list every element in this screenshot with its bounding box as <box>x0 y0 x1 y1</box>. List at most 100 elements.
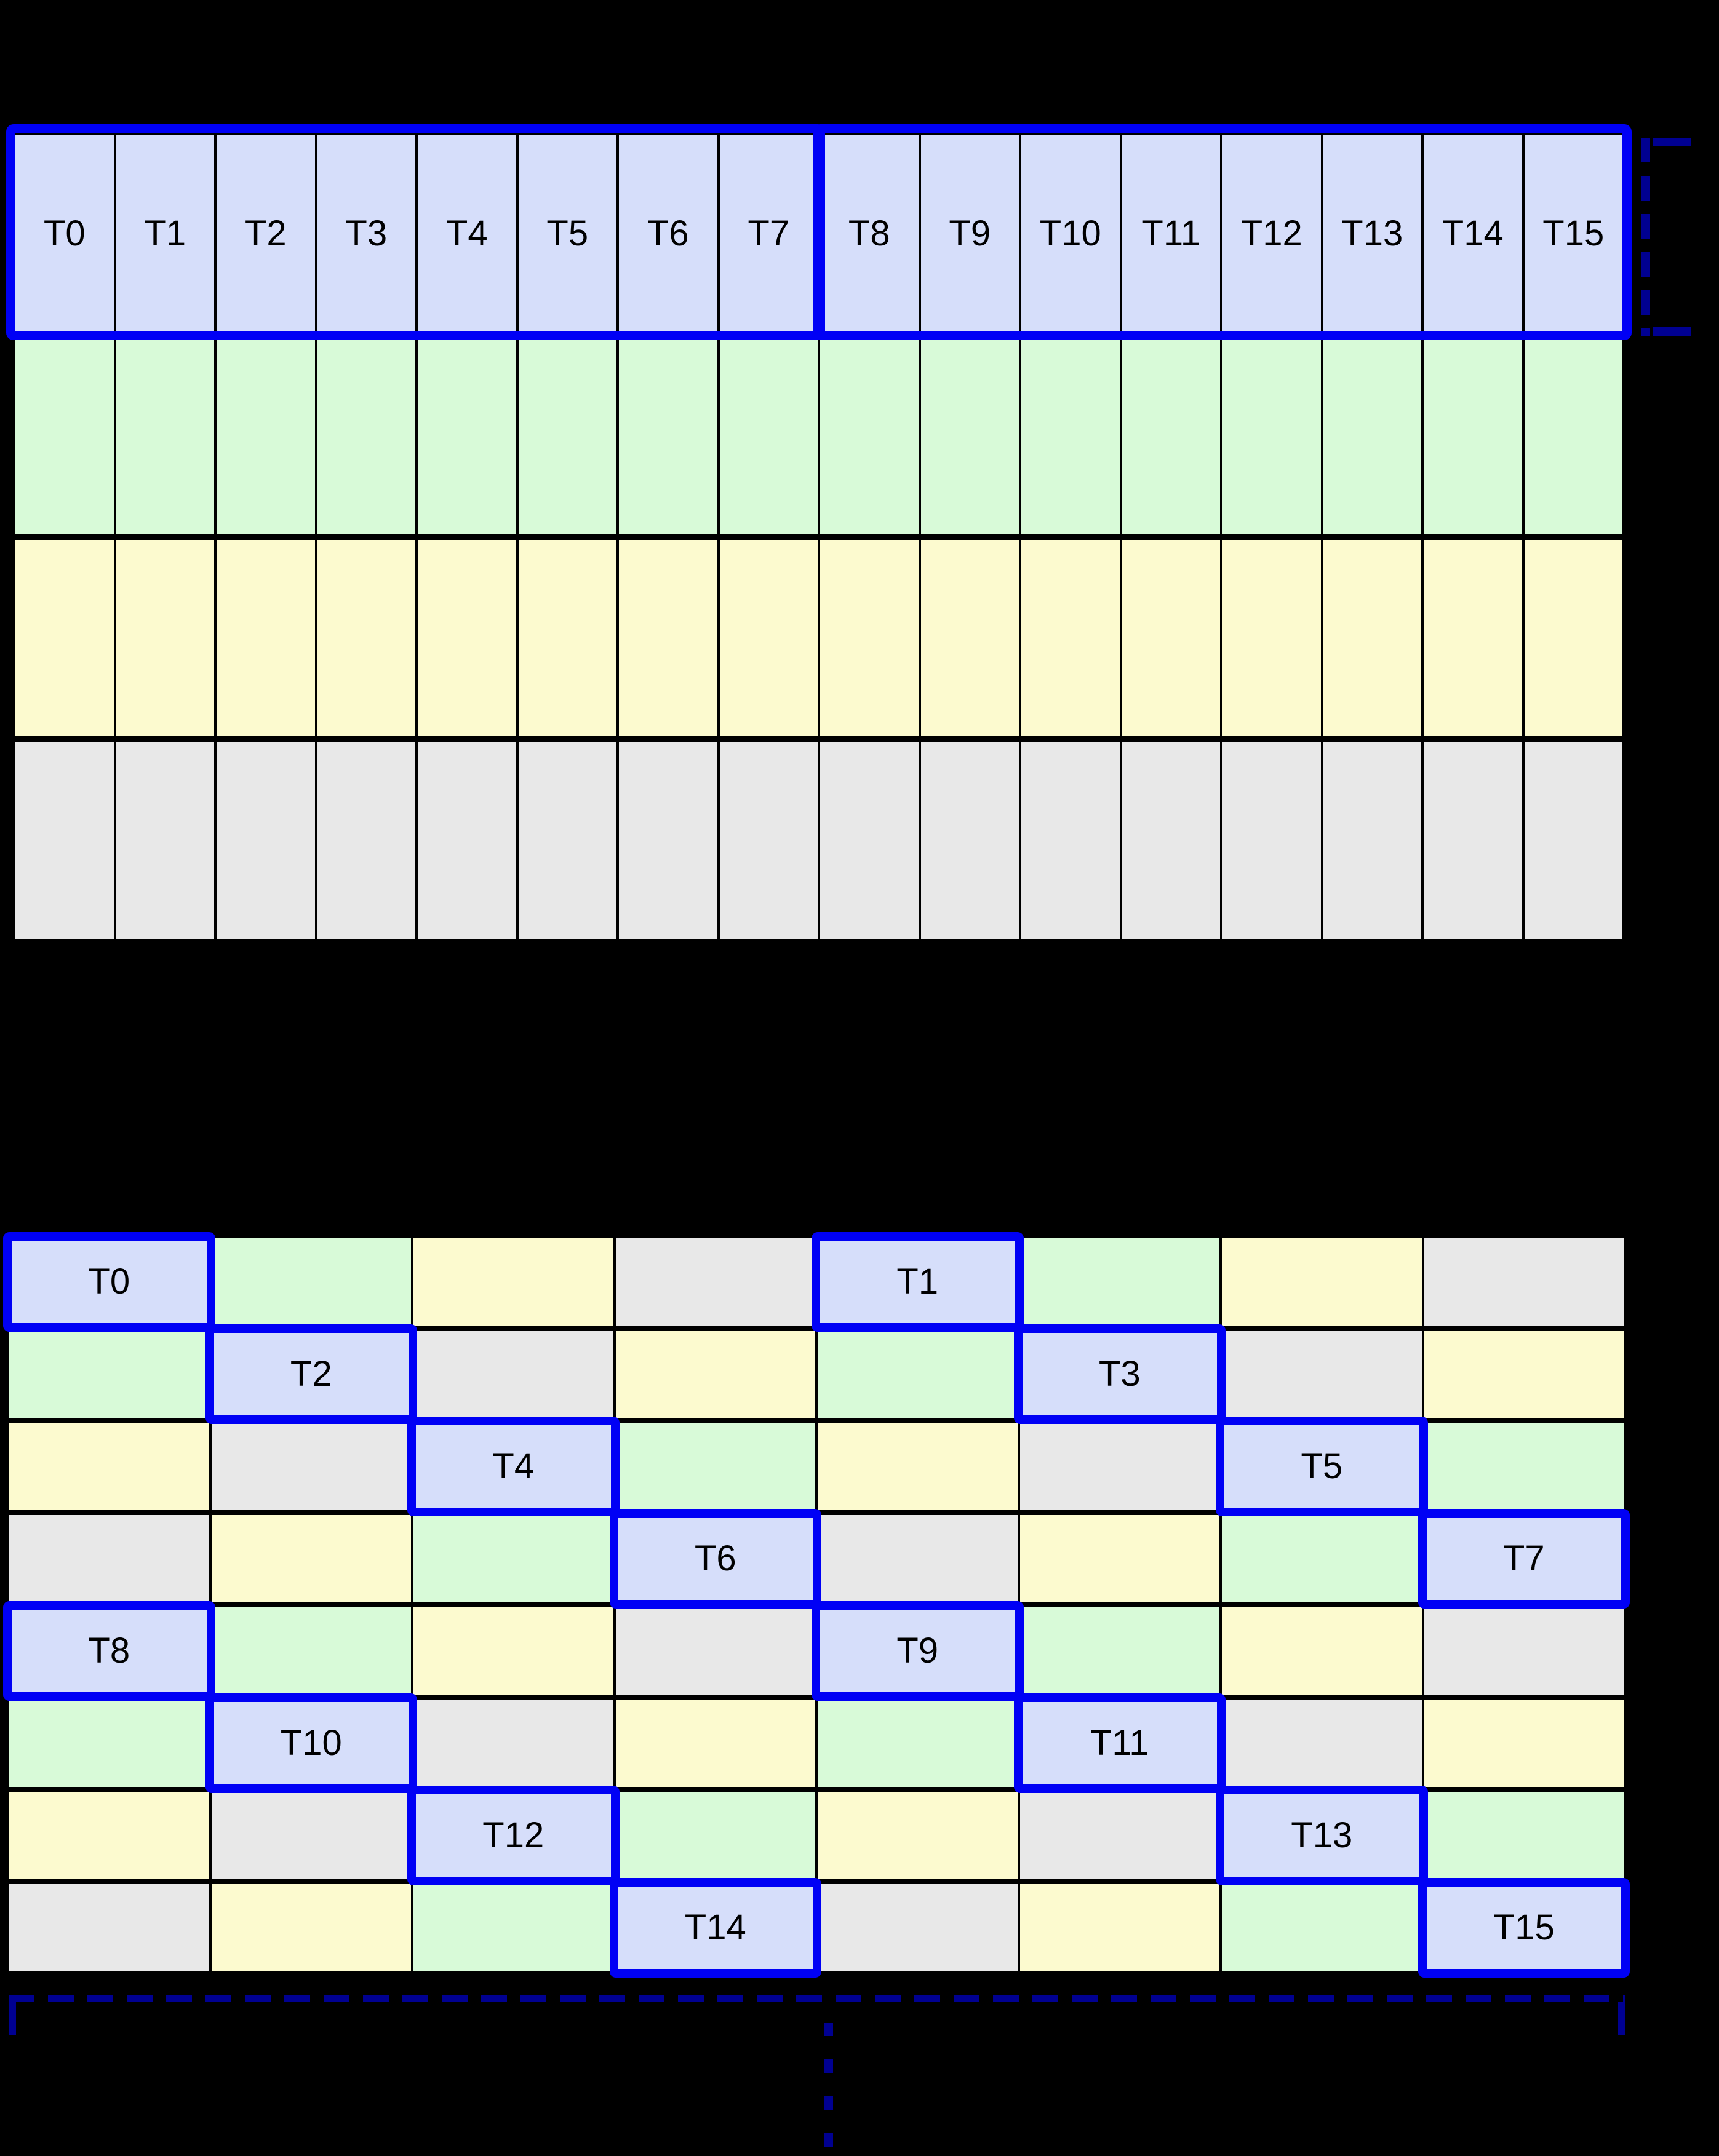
row-yellow-cell <box>1322 537 1422 739</box>
row-yellow-cell <box>316 537 417 739</box>
header-cell-T9: T9 <box>919 132 1020 335</box>
header-cell-T1: T1 <box>114 132 215 335</box>
row-gray-cell <box>1221 739 1322 942</box>
thread-label: T10 <box>1039 213 1101 253</box>
row-gray-cell <box>1020 739 1121 942</box>
thread-cell-T14: T14 <box>609 1878 821 1978</box>
row-gray-cell <box>215 739 316 942</box>
row-yellow-cell <box>1422 537 1523 739</box>
cell-gray <box>210 1420 412 1513</box>
cell-green <box>1221 1513 1423 1605</box>
thread-label: T14 <box>1442 213 1504 253</box>
row-green-cell <box>819 335 920 537</box>
row-green-cell <box>1322 335 1422 537</box>
thread-label: T1 <box>896 1262 939 1302</box>
thread-cell-T11: T11 <box>1013 1693 1226 1793</box>
cell-gray <box>412 1328 615 1420</box>
bracket-horizontal-dashed-line <box>9 1995 1625 2002</box>
cell-yellow <box>8 1789 210 1882</box>
thread-label: T11 <box>1090 1723 1149 1763</box>
cell-yellow <box>412 1236 615 1328</box>
cell-gray <box>8 1882 210 1974</box>
thread-cell-T13: T13 <box>1216 1786 1427 1885</box>
cell-green <box>1018 1236 1221 1328</box>
cell-green <box>8 1328 210 1420</box>
thread-label: T4 <box>445 213 488 253</box>
thread-label: T13 <box>1291 1815 1353 1855</box>
row-gray-cell <box>1422 739 1523 942</box>
thread-cell-T1: T1 <box>812 1232 1023 1332</box>
row-yellow-cell <box>14 537 115 739</box>
thread-label: T0 <box>88 1262 130 1302</box>
thread-label: T7 <box>748 213 790 253</box>
bracket-top-tick <box>1653 138 1691 146</box>
cell-gray <box>1422 1605 1625 1697</box>
row-yellow-cell <box>819 537 920 739</box>
thread-cell-T0: T0 <box>3 1232 215 1332</box>
header-row-height-bracket <box>1641 138 1693 336</box>
thread-header-grid: T0 T1 T2 T3 T4 T5 T6 T7 T8 T9 T10 T11 T12 T13 T14 T15 <box>6 124 1632 944</box>
thread-cell-T8: T8 <box>3 1601 215 1701</box>
cell-yellow <box>816 1789 1019 1882</box>
continuation-ellipsis-icon <box>824 2023 833 2149</box>
cell-gray <box>614 1236 816 1328</box>
row-green-cell <box>417 335 517 537</box>
header-cell-T0: T0 <box>14 132 115 335</box>
row-yellow-cell <box>718 537 819 739</box>
cell-yellow <box>1018 1882 1221 1974</box>
cell-yellow <box>816 1420 1019 1513</box>
row-green-cell <box>517 335 618 537</box>
cell-green <box>8 1697 210 1789</box>
cell-gray <box>1221 1328 1423 1420</box>
row-green-cell <box>1020 335 1121 537</box>
row-green-cell <box>1221 335 1322 537</box>
cell-green <box>1221 1882 1423 1974</box>
row-gray-cell <box>919 739 1020 942</box>
thread-label: T8 <box>848 213 890 253</box>
header-cell-T4: T4 <box>417 132 517 335</box>
thread-label: T7 <box>1502 1538 1545 1578</box>
thread-label: T15 <box>1542 213 1605 253</box>
row-gray-cell <box>517 739 618 942</box>
cell-yellow <box>210 1513 412 1605</box>
row-yellow-cell <box>215 537 316 739</box>
row-yellow-cell <box>618 537 719 739</box>
cell-gray <box>1018 1420 1221 1513</box>
row-green-cell <box>14 335 115 537</box>
row-yellow-cell <box>919 537 1020 739</box>
cell-yellow <box>1221 1236 1423 1328</box>
thread-label: T6 <box>694 1538 736 1578</box>
thread-label: T0 <box>43 213 86 253</box>
diagonal-thread-grid: T0 T1 T2 T3 T4 T5 T6 T7 T8 T9 T10 T11 T12 T13 T14 T15 <box>3 1232 1630 1978</box>
row-yellow-cell <box>417 537 517 739</box>
cell-yellow <box>614 1328 816 1420</box>
thread-label: T3 <box>345 213 388 253</box>
thread-label: T15 <box>1493 1907 1555 1947</box>
cell-green <box>1018 1605 1221 1697</box>
cell-gray <box>412 1697 615 1789</box>
header-cell-T12: T12 <box>1221 132 1322 335</box>
header-cell-T8: T8 <box>819 132 920 335</box>
thread-cell-T5: T5 <box>1216 1417 1427 1516</box>
row-gray-cell <box>1523 739 1624 942</box>
row-yellow-cell <box>1120 537 1221 739</box>
row-yellow-cell <box>114 537 215 739</box>
grid-width-bracket <box>9 1995 1625 2038</box>
thread-label: T14 <box>684 1907 746 1947</box>
thread-label: T10 <box>280 1723 342 1763</box>
cell-yellow <box>8 1420 210 1513</box>
cell-green <box>1422 1420 1625 1513</box>
thread-label: T3 <box>1098 1354 1141 1394</box>
cell-gray <box>210 1789 412 1882</box>
cell-gray <box>816 1882 1019 1974</box>
thread-cell-T9: T9 <box>812 1601 1023 1701</box>
thread-label: T5 <box>546 213 589 253</box>
cell-green <box>1422 1789 1625 1882</box>
thread-label: T9 <box>896 1631 939 1671</box>
row-green-cell <box>1523 335 1624 537</box>
header-cell-T5: T5 <box>517 132 618 335</box>
thread-cell-T7: T7 <box>1418 1509 1630 1609</box>
thread-cell-T12: T12 <box>407 1786 619 1885</box>
cell-yellow <box>1018 1513 1221 1605</box>
